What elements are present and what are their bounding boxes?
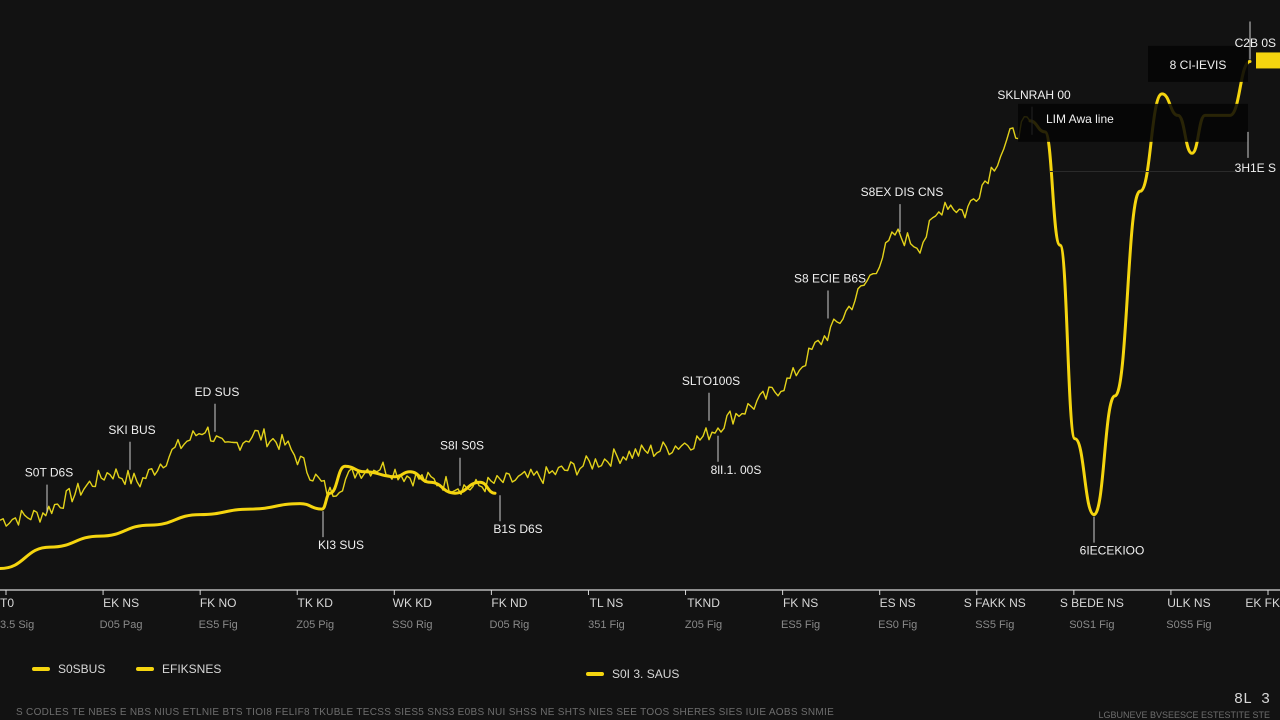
x-tick-sublabel-4: Z05 Pig bbox=[296, 619, 334, 631]
annotation-box bbox=[1148, 45, 1248, 82]
legend-item-3[interactable]: S0I 3. SAUS bbox=[586, 667, 679, 681]
corner-sublabel: LGBUNEVE BVSEESCE ESTESTITE STE bbox=[1098, 710, 1270, 720]
x-tick-label-6: FK ND bbox=[491, 596, 527, 610]
annotation-label: SKI BUS bbox=[108, 423, 155, 437]
annotation-label: 6IECEKIOO bbox=[1080, 544, 1145, 558]
legend-swatch-2 bbox=[136, 667, 154, 671]
annotation-label: KI3 SUS bbox=[318, 538, 364, 552]
annotation-label: S8I S0S bbox=[440, 439, 484, 453]
annotation-label: 8 CI-IEVIS bbox=[1170, 58, 1227, 72]
annotation-14: 6IECEKIOO bbox=[1080, 516, 1145, 558]
x-tick-label-5: WK KD bbox=[393, 596, 433, 610]
x-tick-label-4: TK KD bbox=[298, 596, 334, 610]
annotation-6: B1S D6S bbox=[493, 495, 543, 536]
x-tick-label-11: S FAKK NS bbox=[964, 596, 1026, 610]
x-tick-sublabel-3: ES5 Fig bbox=[199, 619, 238, 631]
annotation-label: S8EX DIS CNS bbox=[861, 185, 944, 199]
legend-swatch-1 bbox=[32, 667, 50, 671]
annotation-4: KI3 SUS bbox=[318, 511, 364, 552]
x-tick-sublabel-11: SS5 Fig bbox=[975, 619, 1014, 631]
x-tick-sublabel-8: Z05 Fig bbox=[685, 619, 722, 631]
x-tick-sublabel-7: 351 Fig bbox=[588, 619, 625, 631]
annotation-13: 8 CI-IEVIS bbox=[1148, 45, 1248, 82]
annotation-layer: S0T D6S SKI BUS ED SUS KI3 SUS S8I S0S B1S D6… bbox=[25, 21, 1280, 558]
x-tick-label-14: EK FK bbox=[1245, 596, 1280, 610]
x-tick-sublabel-1: 3.5 Sig bbox=[0, 619, 34, 631]
x-tick-sublabel-2: D05 Pag bbox=[100, 619, 143, 631]
legend-item-2[interactable]: EFIKSNES bbox=[136, 662, 221, 676]
annotation-label: SLTO100S bbox=[682, 374, 740, 388]
x-tick-label-1: T0 bbox=[0, 596, 14, 610]
annotation-15: C2B 0S bbox=[1235, 21, 1276, 60]
x-tick-label-2: EK NS bbox=[103, 596, 139, 610]
x-tick-label-7: TL NS bbox=[590, 596, 624, 610]
annotation-label: ED SUS bbox=[195, 385, 240, 399]
annotation-label: B1S D6S bbox=[493, 522, 542, 536]
series-line-2-segment-1 bbox=[0, 464, 497, 570]
annotation-10: S8EX DIS CNS bbox=[861, 185, 944, 233]
x-tick-sublabel-9: ES5 Fig bbox=[781, 619, 820, 631]
annotation-2: SKI BUS bbox=[108, 423, 156, 470]
x-tick-label-8: TKND bbox=[687, 596, 720, 610]
last-value-tag bbox=[1256, 52, 1280, 69]
annotation-label: 3H1E S bbox=[1235, 161, 1276, 175]
annotation-label: S0T D6S bbox=[25, 466, 73, 480]
x-tick-label-12: S BEDE NS bbox=[1060, 596, 1124, 610]
annotation-label: S8 ECIE B6S bbox=[794, 272, 866, 286]
x-tick-label-9: FK NS bbox=[783, 596, 818, 610]
annotation-12: LIM Awa line bbox=[1018, 103, 1248, 142]
x-tick-label-10: ES NS bbox=[880, 596, 916, 610]
x-tick-sublabel-10: ES0 Fig bbox=[878, 619, 917, 631]
x-tick-sublabel-6: D05 Rig bbox=[490, 619, 530, 631]
annotation-label: 8lI.1. 00S bbox=[711, 463, 762, 477]
x-tick-label-13: ULK NS bbox=[1167, 596, 1210, 610]
corner-label: 8L 3 bbox=[1233, 691, 1270, 708]
legend-label-1: S0SBUS bbox=[58, 662, 106, 676]
footer-text: S CODLES TE NBES E NBS NIUS ETLNIE BTS T… bbox=[16, 707, 835, 718]
series-line-1 bbox=[0, 116, 1031, 527]
annotation-box bbox=[1018, 103, 1248, 142]
annotation-8: 8lI.1. 00S bbox=[711, 435, 762, 477]
x-tick-sublabel-13: S0S5 Fig bbox=[1166, 619, 1211, 631]
x-tick-sublabel-12: S0S1 Fig bbox=[1069, 619, 1114, 631]
annotation-label: SKLNRAH 00 bbox=[997, 88, 1071, 102]
annotation-7: SLTO100S bbox=[682, 374, 740, 421]
legend-label-3: S0I 3. SAUS bbox=[612, 667, 680, 681]
legend-swatch-3 bbox=[586, 672, 604, 676]
annotation-5: S8I S0S bbox=[440, 439, 484, 486]
legend-item-1[interactable]: S0SBUS bbox=[32, 662, 105, 676]
annotation-1: S0T D6S bbox=[25, 466, 73, 513]
annotation-9: S8 ECIE B6S bbox=[794, 272, 866, 319]
annotation-label: C2B 0S bbox=[1235, 36, 1276, 50]
x-tick-label-3: FK NO bbox=[200, 596, 237, 610]
annotation-3: ED SUS bbox=[195, 385, 240, 432]
x-axis: T0 3.5 Sig EK NS D05 Pag FK NO ES5 Fig TK KD Z0… bbox=[0, 589, 1280, 631]
annotation-16: 3H1E S bbox=[1235, 131, 1276, 175]
x-tick-sublabel-5: SS0 Rig bbox=[392, 619, 432, 631]
annotation-label: LIM Awa line bbox=[1046, 112, 1114, 126]
legend-label-2: EFIKSNES bbox=[162, 662, 222, 676]
